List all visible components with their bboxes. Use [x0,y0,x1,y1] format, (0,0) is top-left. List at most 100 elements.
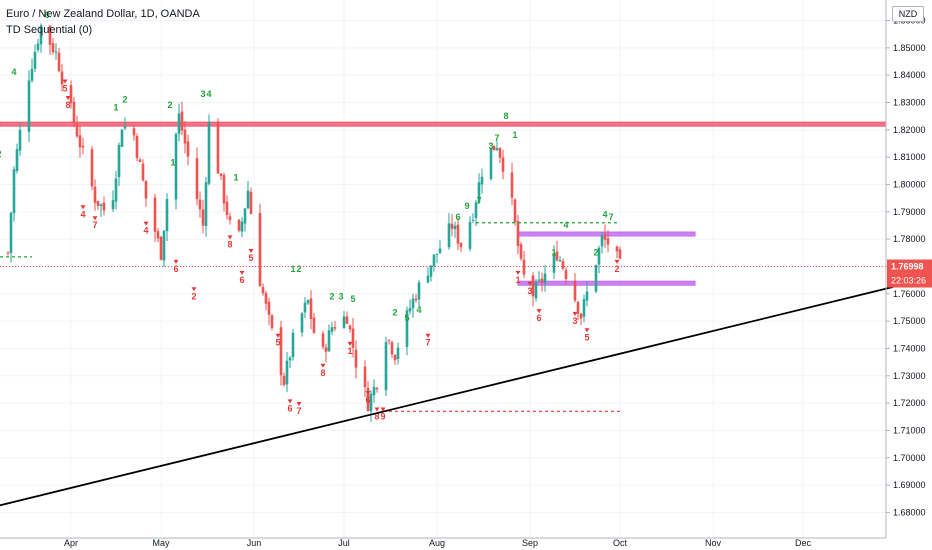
candle-body [408,308,412,312]
time-tick-label: Oct [613,538,628,548]
td-sell-count: 7 [425,338,430,348]
td-sell-count: 6 [365,395,370,405]
candle-body [300,313,304,333]
td-sell-arrow [62,79,68,84]
candle-body [321,333,325,347]
zone-range-bottom[interactable] [517,280,696,286]
zone-range-top[interactable] [517,231,696,237]
td-buy-count: 4 [11,67,16,77]
candle-body [60,71,64,85]
td-sell-arrow [80,205,86,210]
candle-body [327,330,331,352]
chart-legend: Euro / New Zealand Dollar, 1D, OANDA TD … [6,6,200,38]
td-sell-count: 9 [380,412,385,422]
candle-body [33,51,37,69]
candle-body [372,386,376,396]
candle-body [18,129,22,151]
td-buy-count: 1 [170,157,175,167]
td-sell-count: 2 [614,264,619,274]
td-buy-count: 8 [503,111,508,121]
last-price-badge[interactable] [887,259,932,274]
price-axis[interactable]: 1.860001.850001.840001.830001.820001.810… [885,0,932,538]
candle-body [165,199,169,232]
candle-body [390,342,394,355]
candle-body [405,310,409,348]
countdown-badge[interactable] [887,273,932,288]
td-sell-arrow [536,309,542,314]
candle-body [480,176,484,185]
candle-body [69,85,73,104]
time-tick-label: Apr [64,538,78,548]
zone-resistance[interactable] [0,121,887,127]
td-buy-count: 3 [338,291,343,301]
td-sell-count: 4 [80,209,85,219]
candle-body [576,301,580,314]
td-sell-arrow [92,216,98,221]
td-sell-count: 3 [527,286,532,296]
candle-body [282,375,286,385]
candle-body [597,247,601,265]
candle-body [75,123,79,137]
price-tick-label: 1.75000 [893,316,926,326]
trendline[interactable] [0,286,894,507]
price-tick-label: 1.76000 [893,289,926,299]
price-tick-label: 1.79000 [893,207,926,217]
candle-body [453,225,457,230]
td-sell-count: 6 [173,264,178,274]
candle-body [432,254,436,267]
candle-body [309,298,313,320]
candle-body [219,173,223,176]
td-buy-count: 7 [608,212,613,222]
candle-body [99,204,103,207]
candle-body [564,270,568,280]
td-buy-count: 5 [350,294,355,304]
candle-body [375,388,379,390]
candle-body [9,212,13,253]
candle-body [132,128,136,136]
td-buy-count: 4 [416,305,421,315]
candle-body [450,223,454,229]
candle-body [489,147,493,179]
candle-body [30,69,34,81]
candle-body [78,135,82,148]
symbol-title[interactable]: Euro / New Zealand Dollar, 1D, OANDA [6,8,200,20]
candle-body [516,221,520,246]
candle-body [342,316,346,328]
candle-body [411,298,415,309]
currency-badge[interactable]: NZD [892,6,924,22]
candle-body [183,129,187,144]
candle-body [603,234,607,240]
candle-body [312,317,316,333]
time-axis[interactable]: Apr May Jun Jul Aug Sep Oct Nov Dec [0,537,886,548]
candle-body [51,43,55,53]
candle-body [291,332,295,358]
candle-body [471,219,475,221]
price-tick-label: 1.69000 [893,480,926,490]
candle-body [237,219,241,231]
indicator-title[interactable]: TD Sequential (0) [6,24,93,36]
candle-body [519,244,523,259]
candle-body [474,202,478,219]
price-tick-label: 1.68000 [893,507,926,517]
time-tick-label: Jun [247,538,262,548]
candle-body [279,327,283,376]
candle-body [585,291,589,301]
td-buy-count: 1 [551,248,556,258]
td-sell-count: 1 [515,275,520,285]
td-buy-count: 9 [464,201,469,211]
candle-body [81,145,85,148]
candle-body [498,148,502,158]
countdown-value: 22:03:26 [891,276,926,286]
time-tick-label: Jul [338,538,350,548]
candle-body [384,342,388,391]
candle-body [531,275,535,297]
td-sell-count: 5 [584,332,589,342]
candle-body [225,201,229,216]
candle-body [180,111,184,131]
td-buy-count: 2 [122,94,127,104]
candle-body [117,144,121,178]
candle-body [558,260,562,262]
td-buy-count: 2 [593,248,598,258]
